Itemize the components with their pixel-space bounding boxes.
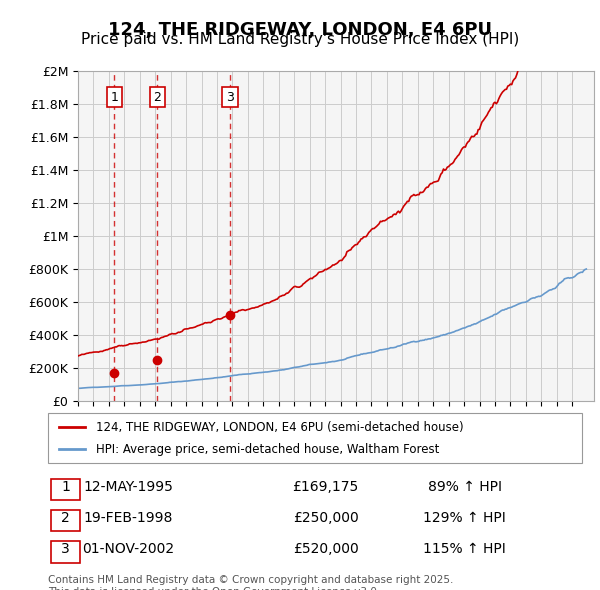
Text: £169,175: £169,175 <box>293 480 359 494</box>
Text: 2: 2 <box>61 511 70 525</box>
Text: Contains HM Land Registry data © Crown copyright and database right 2025.
This d: Contains HM Land Registry data © Crown c… <box>48 575 454 590</box>
Text: 19-FEB-1998: 19-FEB-1998 <box>83 511 173 525</box>
Text: 89% ↑ HPI: 89% ↑ HPI <box>428 480 502 494</box>
Text: 129% ↑ HPI: 129% ↑ HPI <box>423 511 506 525</box>
Text: 1: 1 <box>110 91 118 104</box>
Text: 1: 1 <box>61 480 70 494</box>
Text: 124, THE RIDGEWAY, LONDON, E4 6PU: 124, THE RIDGEWAY, LONDON, E4 6PU <box>108 21 492 39</box>
Text: 01-NOV-2002: 01-NOV-2002 <box>82 542 174 556</box>
Text: 12-MAY-1995: 12-MAY-1995 <box>83 480 173 494</box>
FancyBboxPatch shape <box>48 413 582 463</box>
Text: £520,000: £520,000 <box>293 542 359 556</box>
Text: 124, THE RIDGEWAY, LONDON, E4 6PU (semi-detached house): 124, THE RIDGEWAY, LONDON, E4 6PU (semi-… <box>96 421 464 434</box>
Text: £250,000: £250,000 <box>293 511 359 525</box>
Text: 2: 2 <box>154 91 161 104</box>
FancyBboxPatch shape <box>50 541 80 562</box>
Text: Price paid vs. HM Land Registry's House Price Index (HPI): Price paid vs. HM Land Registry's House … <box>81 32 519 47</box>
FancyBboxPatch shape <box>50 479 80 500</box>
FancyBboxPatch shape <box>50 510 80 532</box>
Text: 115% ↑ HPI: 115% ↑ HPI <box>423 542 506 556</box>
Text: 3: 3 <box>61 542 70 556</box>
Text: 3: 3 <box>226 91 234 104</box>
Text: HPI: Average price, semi-detached house, Waltham Forest: HPI: Average price, semi-detached house,… <box>96 442 439 455</box>
